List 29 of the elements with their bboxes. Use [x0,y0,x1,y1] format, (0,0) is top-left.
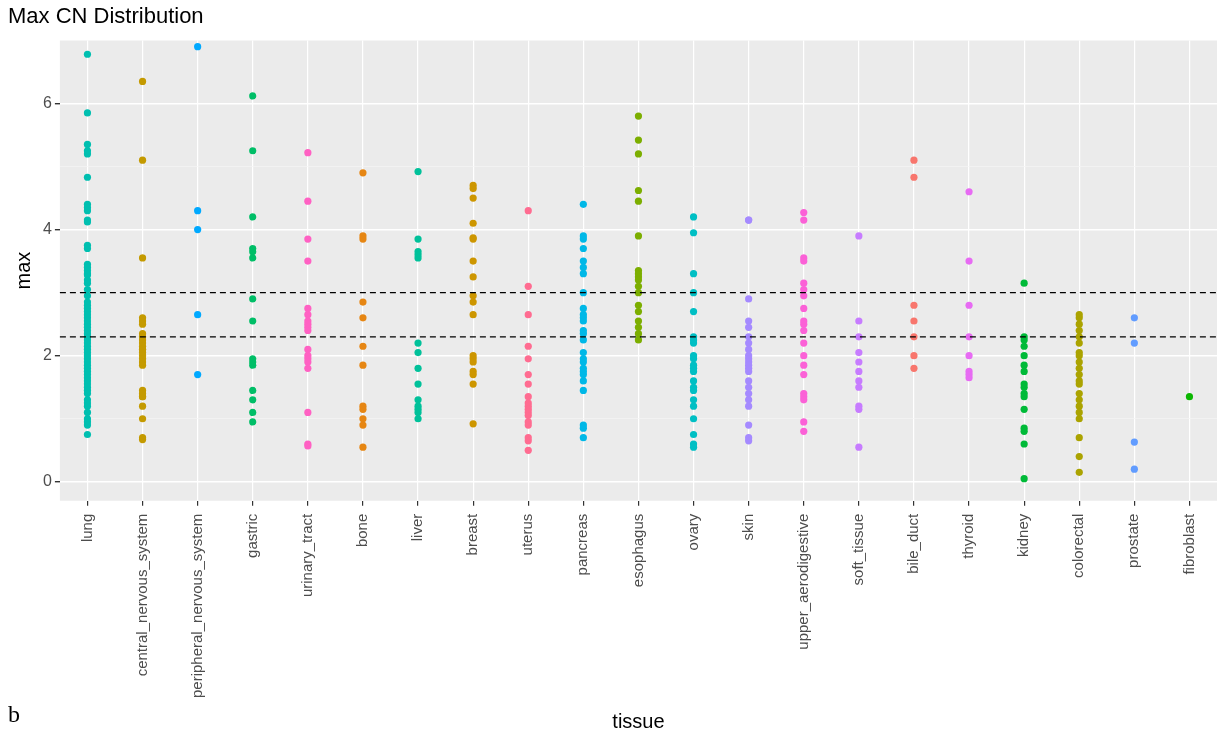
x-tick-label: breast [463,512,481,556]
x-tick-label: gastric [242,513,260,558]
x-tick-label: soft_tissue [848,513,866,586]
x-axis-title: tissue [612,709,665,732]
x-tick-label: ovary [683,513,701,551]
y-tick-label: 6 [42,93,52,111]
chart-title: Max CN Distribution [8,3,204,29]
y-tick-label: 2 [42,346,52,364]
x-tick-label: uterus [518,513,536,556]
x-tick-label: central_nervous_system [132,513,150,677]
x-tick-label: urinary_tract [297,512,315,598]
x-tick-label: fibroblast [1179,512,1197,575]
x-tick-label: esophagus [628,513,646,588]
x-tick-label: kidney [1014,513,1032,558]
x-tick-label: colorectal [1069,513,1087,578]
text: b [8,701,20,727]
x-tick-label: bile_duct [904,512,922,574]
x-tick-label: upper_aerodigestive [793,513,811,650]
x-tick-label: prostate [1124,513,1142,568]
x-tick-label: pancreas [573,513,591,576]
x-tick-label: peripheral_nervous_system [187,513,205,698]
y-tick-label: 0 [42,472,52,490]
x-tick-label: lung [77,513,95,543]
x-tick-label: liver [408,513,426,542]
y-tick-label: 4 [42,219,52,237]
x-tick-label: thyroid [959,513,977,559]
y-axis-title: max [11,251,34,290]
x-tick-label: skin [738,513,756,541]
x-tick-label: bone [353,513,371,548]
